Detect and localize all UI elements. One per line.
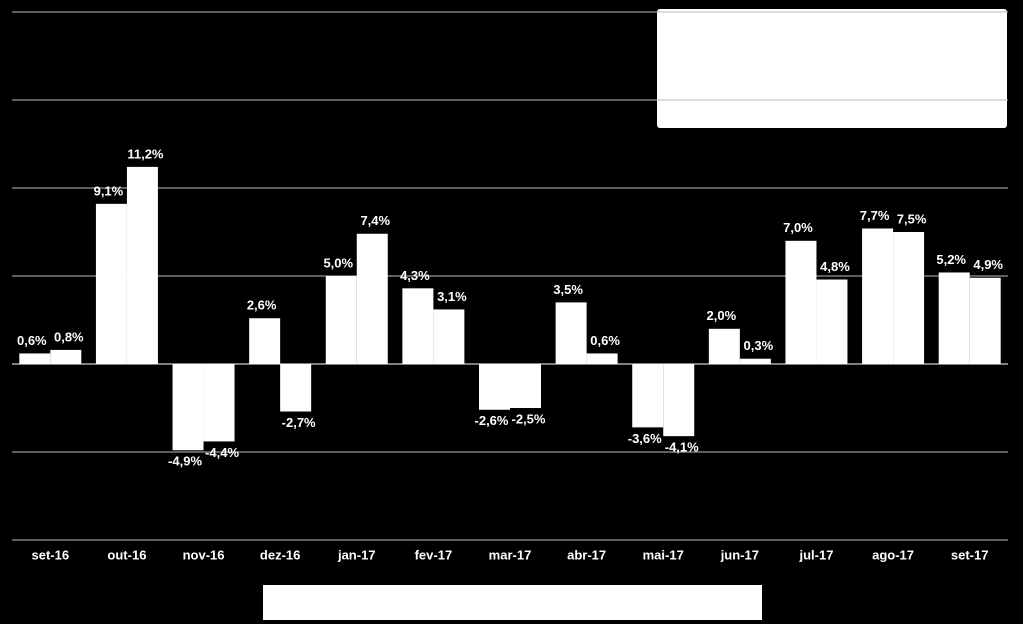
- value-label: 5,0%: [323, 255, 353, 270]
- value-label: -2,5%: [512, 411, 546, 426]
- value-label: -2,7%: [282, 415, 316, 430]
- value-label: 0,8%: [54, 329, 84, 344]
- x-tick-label: mar-17: [489, 547, 532, 562]
- value-label: -2,6%: [475, 413, 509, 428]
- bar: [433, 309, 465, 364]
- value-label: 7,4%: [360, 213, 390, 228]
- bar: [969, 277, 1001, 364]
- x-tick-label: set-16: [32, 547, 70, 562]
- value-label: -4,4%: [205, 445, 239, 460]
- value-label: 7,5%: [897, 211, 927, 226]
- footer-box: [263, 585, 762, 620]
- value-label: 4,8%: [820, 259, 850, 274]
- bar: [586, 353, 618, 364]
- x-tick-label: set-17: [951, 547, 989, 562]
- bar: [203, 364, 235, 442]
- value-label: 0,6%: [590, 333, 620, 348]
- x-tick-label: jan-17: [337, 547, 376, 562]
- bar: [280, 364, 312, 412]
- x-tick-label: jul-17: [798, 547, 833, 562]
- x-tick-label: jun-17: [720, 547, 759, 562]
- bar: [816, 279, 848, 364]
- value-label: 0,6%: [17, 333, 47, 348]
- value-label: 4,3%: [400, 268, 430, 283]
- value-label: -3,6%: [628, 431, 662, 446]
- bar: [325, 276, 357, 364]
- bar: [479, 364, 510, 410]
- value-label: 3,5%: [553, 282, 583, 297]
- legend-box: [657, 9, 1007, 128]
- bar: [632, 364, 664, 428]
- value-label: 2,0%: [707, 308, 737, 323]
- bar: [785, 240, 817, 364]
- bar: [663, 364, 695, 437]
- bar: [708, 328, 740, 364]
- x-tick-label: abr-17: [567, 547, 606, 562]
- bar: [172, 364, 204, 451]
- value-label: 9,1%: [94, 183, 124, 198]
- x-tick-label: mai-17: [643, 547, 684, 562]
- x-tick-label: ago-17: [872, 547, 914, 562]
- value-label: -4,1%: [665, 440, 699, 455]
- bar: [19, 353, 51, 364]
- value-label: 7,7%: [860, 208, 890, 223]
- bar: [95, 203, 127, 364]
- x-tick-label: nov-16: [183, 547, 225, 562]
- bar: [50, 349, 82, 364]
- bar: [555, 302, 587, 364]
- value-label: -4,9%: [168, 454, 202, 469]
- bar: [862, 228, 894, 364]
- bar: [126, 166, 158, 364]
- bar: [402, 288, 434, 364]
- bar: [938, 272, 970, 364]
- value-label: 7,0%: [783, 220, 813, 235]
- x-tick-label: out-16: [107, 547, 146, 562]
- bar: [893, 232, 925, 364]
- value-label: 11,2%: [127, 146, 164, 161]
- bar: [356, 233, 388, 364]
- value-label: 3,1%: [437, 289, 467, 304]
- value-label: 5,2%: [936, 252, 966, 267]
- value-label: 4,9%: [973, 257, 1003, 272]
- bar: [510, 364, 541, 408]
- bar: [249, 318, 281, 364]
- value-label: 2,6%: [247, 298, 277, 313]
- value-label: 0,3%: [744, 338, 774, 353]
- x-tick-label: fev-17: [415, 547, 453, 562]
- bar: [739, 358, 771, 364]
- x-tick-label: dez-16: [260, 547, 300, 562]
